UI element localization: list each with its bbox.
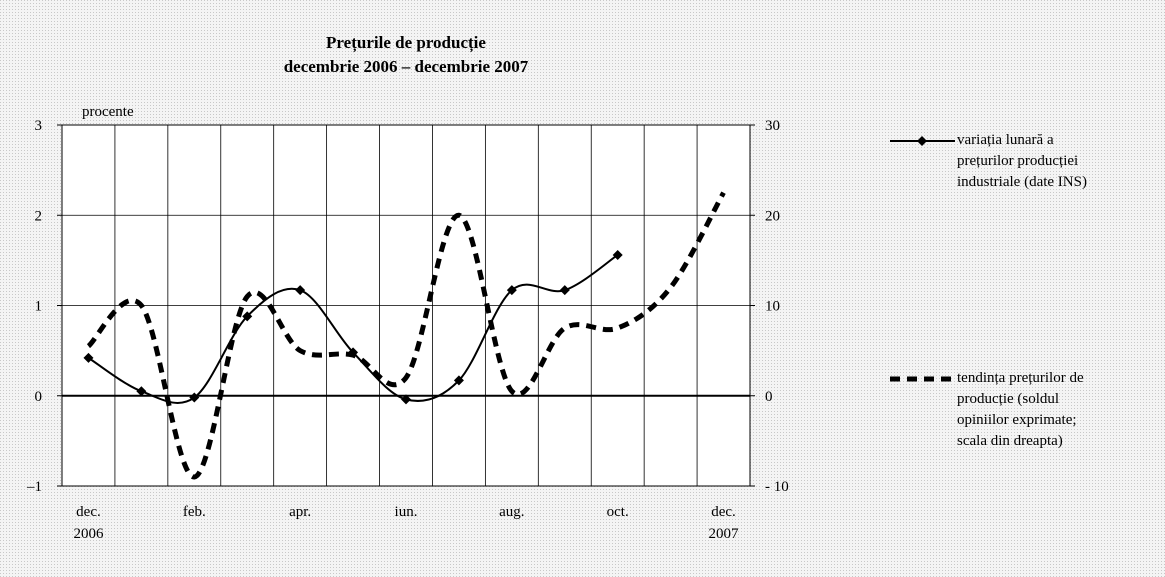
marker (136, 386, 147, 397)
series-line (86, 191, 726, 480)
y-tick-label: –1 (26, 479, 42, 495)
marker (559, 285, 570, 296)
y2-tick-label: 10 (765, 299, 780, 315)
legend-marker (917, 136, 927, 146)
x-tick-label: oct. (607, 504, 629, 520)
marker (453, 375, 464, 386)
x-tick-label: aug. (499, 504, 524, 520)
legend-label: variația lunară a prețurilor producției … (957, 132, 1087, 190)
y-axis-label: procente (82, 104, 134, 120)
y-tick-label: 2 (35, 208, 43, 224)
x-tick-label: apr. (289, 504, 311, 520)
marker (506, 285, 517, 296)
y-tick-label: 1 (35, 299, 43, 315)
marker (83, 352, 94, 363)
y2-tick-label: 20 (765, 208, 780, 224)
x-tick-label: dec. 2007 (709, 504, 740, 542)
y2-tick-label: - 10 (765, 479, 789, 495)
marker (401, 394, 411, 405)
x-tick-label: iun. (395, 504, 418, 520)
marker (189, 392, 200, 403)
y2-tick-label: 30 (765, 118, 780, 134)
marker (612, 249, 623, 260)
marker (242, 311, 253, 322)
marker (295, 285, 306, 296)
x-tick-label: dec. 2006 (73, 504, 104, 542)
x-tick-label: feb. (183, 504, 206, 520)
y-tick-label: 3 (35, 118, 43, 134)
legend-label: tendința prețurilor de producție (soldul… (957, 370, 1084, 449)
chart-subtitle: decembrie 2006 – decembrie 2007 (284, 57, 529, 76)
y-tick-label: 0 (35, 389, 43, 405)
chart-title: Prețurile de producție (326, 33, 486, 53)
y2-tick-label: 0 (765, 389, 773, 405)
